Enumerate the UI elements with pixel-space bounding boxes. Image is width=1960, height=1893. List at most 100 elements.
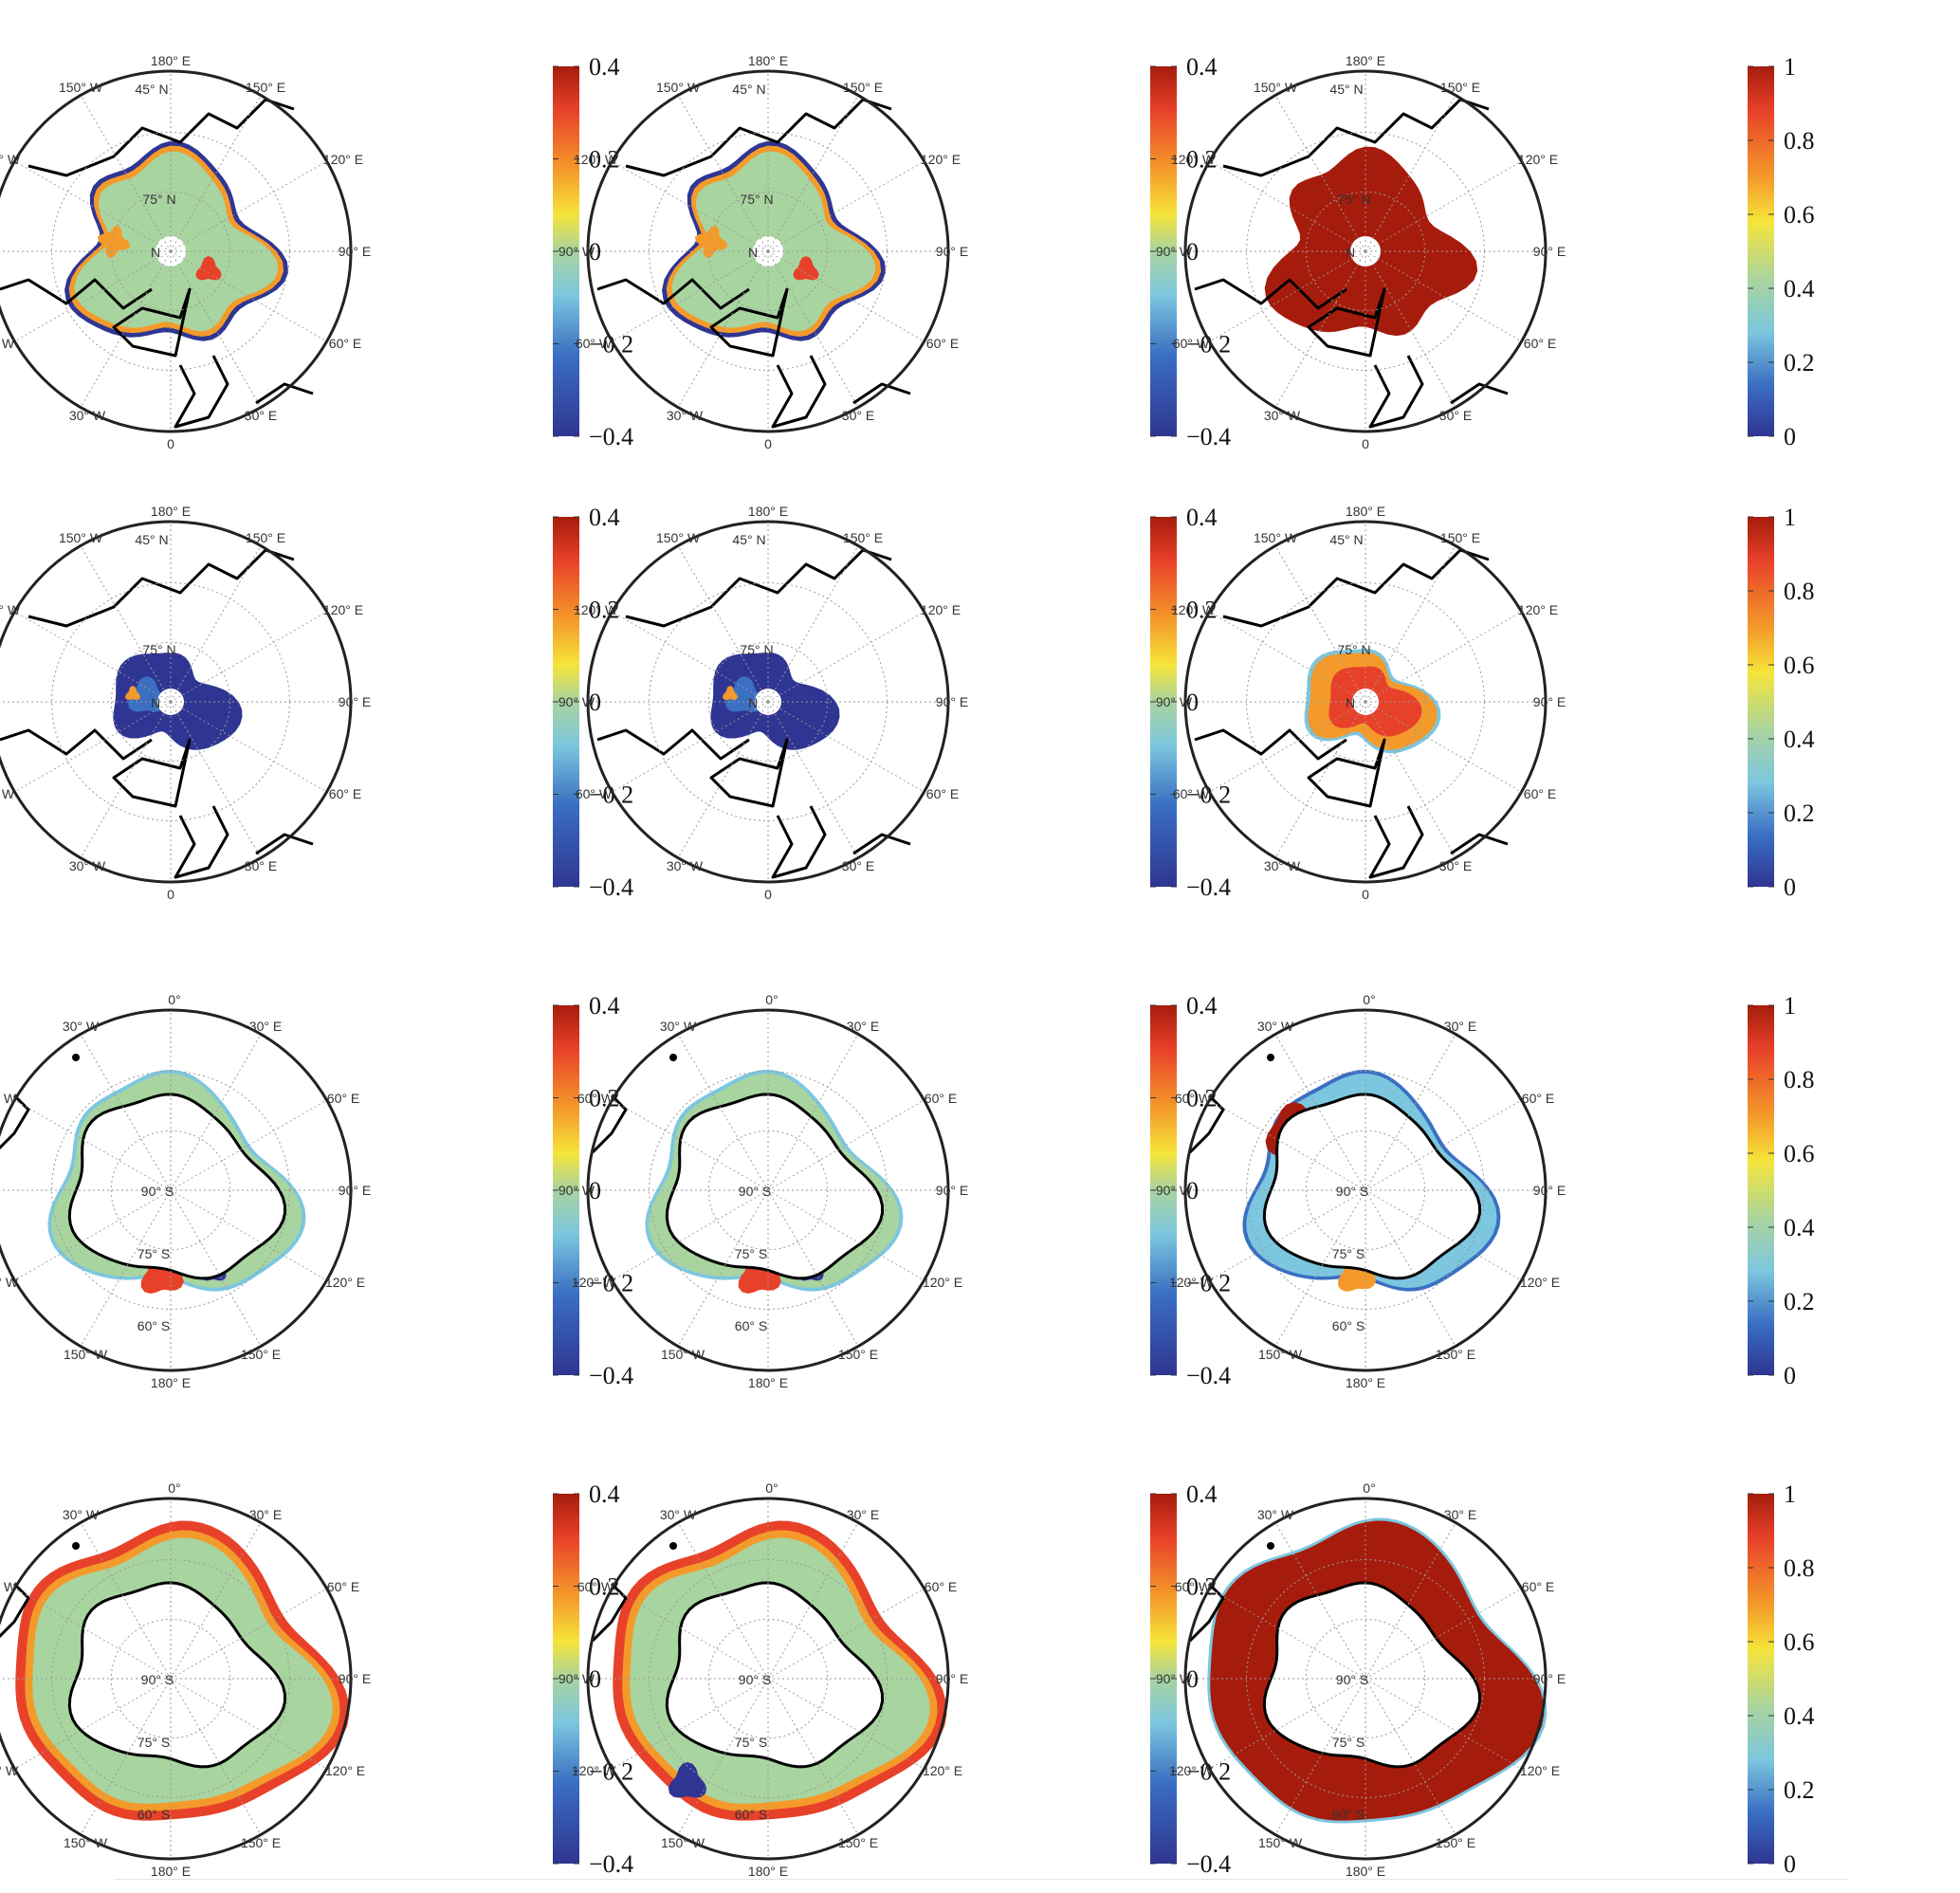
colorbar-tick-label: 0	[589, 1177, 601, 1204]
coastline	[0, 548, 314, 879]
colorbar-tick-label: −0.4	[1186, 423, 1231, 450]
lon-label-150e: 150° E	[838, 1347, 878, 1362]
lon-label-0: 0°	[1363, 1480, 1375, 1496]
lon-label-90w: 90° W	[1156, 694, 1193, 709]
lon-label-60w: 60° W	[1175, 1091, 1212, 1106]
colorbar-tick-label: 0	[1784, 1850, 1796, 1878]
lon-label-30w: 30° W	[667, 858, 704, 873]
lon-label-60w: 60° W	[576, 336, 613, 351]
lon-label-90e: 90° E	[1533, 1183, 1566, 1198]
lon-label-0: 0	[764, 887, 772, 902]
coastline	[596, 98, 911, 429]
colorbar-tick-label: 0.8	[1784, 1066, 1815, 1094]
colorbar-tick-label: 1	[1784, 992, 1796, 1020]
lat-label-90n: N	[1346, 695, 1355, 710]
colorbar-tick-label: 0.4	[589, 1480, 620, 1508]
graticule	[1185, 71, 1546, 432]
lon-label-120w: 120° W	[1169, 1763, 1214, 1778]
lat-label-90n: N	[151, 695, 160, 710]
lon-label-150e: 150° E	[1440, 530, 1480, 545]
lon-label-0: 0°	[765, 1480, 778, 1496]
lat-label-90n: N	[748, 695, 758, 710]
colorbar-tick-label: 0.6	[1784, 1140, 1815, 1167]
lat-label-75n: 75° N	[740, 642, 773, 657]
lon-label-60w: 60° W	[0, 336, 15, 351]
lat-label-90s: 90° S	[739, 1184, 771, 1199]
coastline	[0, 98, 314, 429]
lon-label-150e: 150° E	[246, 80, 285, 95]
lon-label-0: 0	[167, 436, 174, 451]
lon-label-30e: 30° E	[1439, 858, 1472, 873]
lon-label-60w: 60° W	[0, 1579, 17, 1594]
colorbar-tick-label: −0.4	[589, 423, 633, 450]
colorbar-tick-label: −0.2	[1186, 1270, 1231, 1297]
lon-label-120w: 120° W	[574, 602, 618, 617]
coastline	[1194, 548, 1509, 879]
lon-label-150e: 150° E	[1440, 80, 1480, 95]
lon-label-0: 0	[764, 436, 772, 451]
south-america-coastline	[1188, 1094, 1225, 1154]
colorbar-tick-label: −0.4	[1186, 1850, 1231, 1878]
lon-label-150w: 150° W	[59, 530, 103, 545]
bottom-rule	[114, 1879, 1849, 1880]
colorbar-tick-label: 0.6	[1784, 201, 1815, 229]
colorbar-tick-label: 0.2	[1784, 1776, 1815, 1804]
graticule	[1185, 1498, 1546, 1859]
lon-label-180e: 180° E	[748, 1864, 788, 1879]
south-america-coastline	[1188, 1582, 1225, 1643]
lon-label-150e: 150° E	[843, 80, 883, 95]
lat-label-90s: 90° S	[141, 1184, 174, 1199]
lon-label-90e: 90° E	[936, 694, 968, 709]
colorbar-tick-label: −0.4	[1186, 1362, 1231, 1389]
graticule	[1185, 522, 1546, 882]
lon-label-90e: 90° E	[339, 694, 371, 709]
colorbar-tick-label: 0.4	[1186, 504, 1218, 531]
lon-label-0: 0	[1362, 436, 1369, 451]
south-america-coastline	[591, 1582, 628, 1643]
lon-label-150w: 150° W	[1254, 80, 1298, 95]
lon-label-180e: 180° E	[748, 504, 788, 519]
lat-label-45n: 45° N	[732, 532, 765, 547]
lat-label-90s: 90° S	[1336, 1672, 1368, 1687]
lon-label-90e: 90° E	[339, 1671, 371, 1686]
lon-label-120w: 120° W	[0, 1275, 19, 1290]
lon-label-0: 0	[1362, 887, 1369, 902]
lat-label-75n: 75° N	[142, 192, 175, 207]
lat-label-75s: 75° S	[137, 1246, 170, 1261]
colorbar-tick-label: 0.4	[1784, 275, 1815, 303]
lon-label-90e: 90° E	[936, 1183, 968, 1198]
lon-label-180e: 180° E	[1346, 53, 1385, 68]
lon-label-30w: 30° W	[660, 1019, 697, 1034]
lon-label-30e: 30° E	[1439, 408, 1472, 423]
colorbar-tick-label: 1	[1784, 53, 1796, 81]
lon-label-150w: 150° W	[1254, 530, 1298, 545]
lon-label-60w: 60° W	[576, 786, 613, 801]
coastline	[596, 548, 911, 879]
lon-label-0: 0	[167, 887, 174, 902]
colorbar-tick-label: 0	[589, 238, 601, 266]
colorbar-tick-label: 0	[1784, 873, 1796, 901]
lon-label-30w: 30° W	[63, 1507, 100, 1522]
lon-label-60e: 60° E	[926, 786, 959, 801]
colorbar-tick-label: 0.4	[1784, 726, 1815, 753]
lon-label-120e: 120° E	[323, 152, 363, 167]
colorbar-tick-label: 0	[1784, 1362, 1796, 1389]
lon-label-60w: 60° W	[1173, 786, 1210, 801]
lon-label-30e: 30° E	[245, 408, 277, 423]
map-frame	[586, 1008, 950, 1372]
lat-label-45n: 45° N	[732, 82, 765, 97]
colorbar-tick-label: 0.4	[589, 504, 620, 531]
lat-label-90s: 90° S	[739, 1672, 771, 1687]
antarctica-coastline	[1262, 1581, 1482, 1769]
lon-label-90w: 90° W	[559, 1183, 595, 1198]
graticule	[1185, 1010, 1546, 1370]
lon-label-120w: 120° W	[0, 602, 21, 617]
lat-label-90n: N	[748, 245, 758, 260]
lon-label-90w: 90° W	[1156, 244, 1193, 259]
lon-label-150e: 150° E	[1436, 1347, 1475, 1362]
lon-label-30e: 30° E	[842, 858, 874, 873]
lon-label-90e: 90° E	[339, 244, 371, 259]
